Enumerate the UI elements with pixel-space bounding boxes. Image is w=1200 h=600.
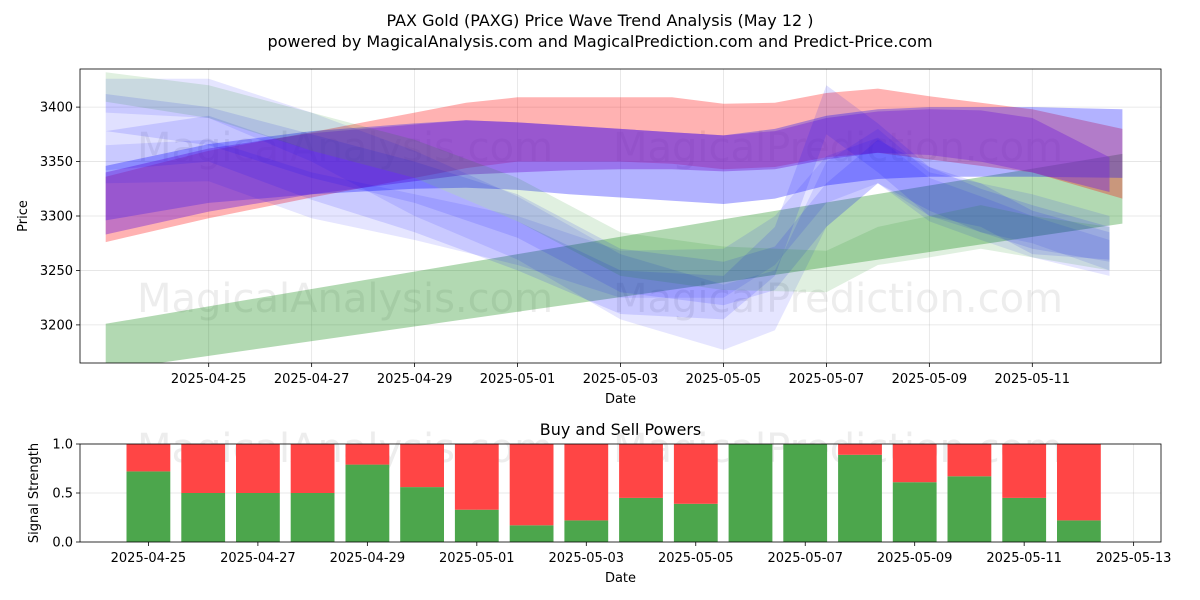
band-blue-5 <box>105 85 1110 320</box>
band-green-0 <box>105 153 1123 363</box>
price-wave-panel: MagicalAnalysis.com MagicalPrediction.com… <box>16 68 1162 407</box>
sell-bar <box>619 444 663 498</box>
sell-bar <box>947 444 992 477</box>
buy-bar <box>126 471 171 542</box>
band-red-1 <box>105 88 1123 243</box>
sell-bar <box>509 444 554 526</box>
x-tick-label: 2025-05-03 <box>583 372 659 387</box>
sell-bar <box>564 444 609 521</box>
buy-bar <box>290 493 335 542</box>
buy-bar <box>1057 520 1101 542</box>
y-axis-label: Price <box>16 200 31 232</box>
x-tick-label: 2025-05-03 <box>549 551 625 566</box>
chart-subtitle: powered by MagicalAnalysis.com and Magic… <box>267 32 932 51</box>
sell-bar <box>892 444 937 483</box>
x-tick-label: 2025-05-01 <box>480 372 556 387</box>
y-tick-label: 3250 <box>40 264 73 279</box>
sell-bar <box>290 444 335 493</box>
x-tick-label: 2025-04-29 <box>377 372 453 387</box>
sell-bar <box>838 444 882 455</box>
x-tick-label: 2025-04-25 <box>111 551 187 566</box>
buy-bar <box>619 497 663 542</box>
bands-group <box>105 72 1123 363</box>
buy-bar <box>838 454 882 542</box>
buy-bar <box>1002 497 1047 542</box>
x-tick-label: 2025-04-27 <box>274 372 350 387</box>
x-tick-label: 2025-05-11 <box>995 372 1071 387</box>
y-tick-label: 1.0 <box>52 438 73 453</box>
buy-bar <box>783 444 828 542</box>
y-tick-label: 3350 <box>40 155 73 170</box>
x-tick-label: 2025-05-07 <box>767 551 843 566</box>
sell-bar <box>236 444 280 493</box>
y-tick-label: 3200 <box>40 318 73 333</box>
buy-bar <box>345 464 390 542</box>
panel-title: Buy and Sell Powers <box>540 420 702 439</box>
x-tick-label: 2025-05-07 <box>789 372 865 387</box>
x-tick-label: 2025-05-11 <box>986 551 1062 566</box>
sell-bar <box>126 444 171 472</box>
x-tick-label: 2025-05-01 <box>439 551 515 566</box>
y-axis-label: Signal Strength <box>27 443 42 543</box>
x-tick-label: 2025-04-27 <box>220 551 296 566</box>
buy-bar <box>181 493 226 542</box>
sell-bar <box>400 444 444 488</box>
sell-bar <box>1002 444 1047 498</box>
x-axis-label: Date <box>605 571 636 586</box>
band-green-8 <box>105 72 1110 293</box>
y-tick-label: 3300 <box>40 210 73 225</box>
band-blue-4 <box>105 78 1110 350</box>
x-tick-label: 2025-05-05 <box>658 551 734 566</box>
sell-bar <box>181 444 226 493</box>
buy-bar <box>892 482 937 542</box>
watermark: MagicalAnalysis.com <box>137 276 553 322</box>
buy-bar <box>400 487 444 542</box>
x-tick-label: 2025-04-29 <box>330 551 406 566</box>
watermark: MagicalPrediction.com <box>613 125 1063 171</box>
x-tick-label: 2025-05-09 <box>877 551 953 566</box>
x-tick-label: 2025-04-25 <box>171 372 247 387</box>
sell-bar <box>345 444 390 465</box>
y-tick-label: 3400 <box>40 101 73 116</box>
plot-frame <box>79 443 1162 543</box>
y-tick-label: 0.5 <box>52 487 73 502</box>
x-tick-label: 2025-05-13 <box>1096 551 1172 566</box>
buy-bar <box>454 509 499 542</box>
buy-bar <box>509 525 554 542</box>
sell-bar <box>1057 444 1101 521</box>
band-blue-6 <box>105 94 1110 306</box>
buy-bar <box>564 520 609 542</box>
buy-bar <box>673 503 718 542</box>
x-tick-label: 2025-05-05 <box>686 372 762 387</box>
buy-bar <box>728 444 773 542</box>
band-blue-7 <box>105 137 1110 298</box>
band-purple-3 <box>105 109 1110 235</box>
x-axis-label: Date <box>605 392 636 407</box>
buy-bar <box>236 493 280 542</box>
y-tick-label: 0.0 <box>52 536 73 551</box>
x-tick-label: 2025-05-09 <box>892 372 968 387</box>
sell-bar <box>673 444 718 504</box>
watermark: MagicalAnalysis.com <box>137 125 553 171</box>
buy-bar <box>947 476 992 542</box>
watermark: MagicalPrediction.com <box>613 276 1063 322</box>
chart-title: PAX Gold (PAXG) Price Wave Trend Analysi… <box>386 11 813 30</box>
band-blue-2 <box>105 107 1123 221</box>
plot-frame <box>79 68 1162 364</box>
sell-bar <box>454 444 499 510</box>
